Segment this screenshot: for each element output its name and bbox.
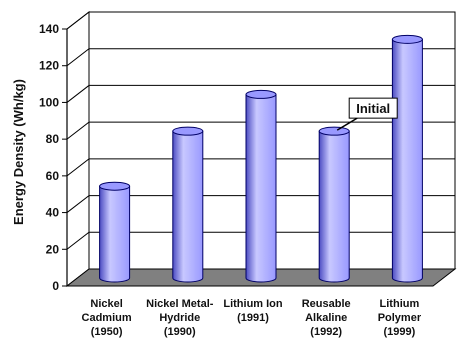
annotation-box [348, 97, 398, 119]
annotation-pointer [336, 117, 358, 131]
bars [99, 34, 423, 283]
bar [99, 181, 131, 283]
x-category-label: Lithium Ion (1991) [223, 298, 283, 324]
y-tick-label: 120 [39, 59, 59, 73]
bar [172, 126, 204, 283]
y-tick-label: 0 [52, 279, 59, 293]
bar [318, 126, 350, 283]
x-category-label: Lithium Polymer (1999) [378, 298, 422, 338]
bar-body [245, 93, 277, 283]
x-category-label: Nickel Cadmium (1950) [82, 298, 132, 338]
bar-body [391, 38, 423, 283]
bar-body [172, 130, 204, 283]
category-labels: Nickel Cadmium (1950) Nickel Metal-Hydride(… [82, 298, 422, 338]
y-axis: 0 20 40 60 80 100 120 140 [39, 22, 68, 293]
y-tick-label: 40 [46, 206, 60, 220]
y-tick-label: 100 [39, 95, 59, 109]
bar-top [245, 89, 277, 99]
y-tick-label: 140 [39, 22, 59, 36]
bar [245, 89, 277, 283]
annotation-text: Initial [356, 101, 390, 116]
gridline [66, 84, 455, 103]
bar-top [318, 126, 350, 136]
gridline [66, 121, 455, 140]
side-wall [66, 10, 90, 288]
annotations: Initial [336, 97, 398, 131]
bar-body [99, 185, 131, 283]
y-tick-label: 60 [46, 169, 60, 183]
y-tick-label: 80 [46, 132, 60, 146]
gridline [66, 11, 455, 30]
x-category-label: Nickel Metal-Hydride (1990) [146, 298, 214, 338]
bar [391, 34, 423, 283]
bar-top [99, 181, 131, 191]
bar-top [391, 34, 423, 44]
bar-top [172, 126, 204, 136]
annotation-callout: Initial [336, 97, 398, 131]
x-category-label: Reusable Alkaline (1992) [302, 298, 351, 338]
y-axis-label: Energy Density (Wh/kg) [11, 79, 26, 225]
bar-body [318, 130, 350, 283]
y-tick-label: 20 [46, 242, 60, 256]
gridline [66, 48, 455, 67]
